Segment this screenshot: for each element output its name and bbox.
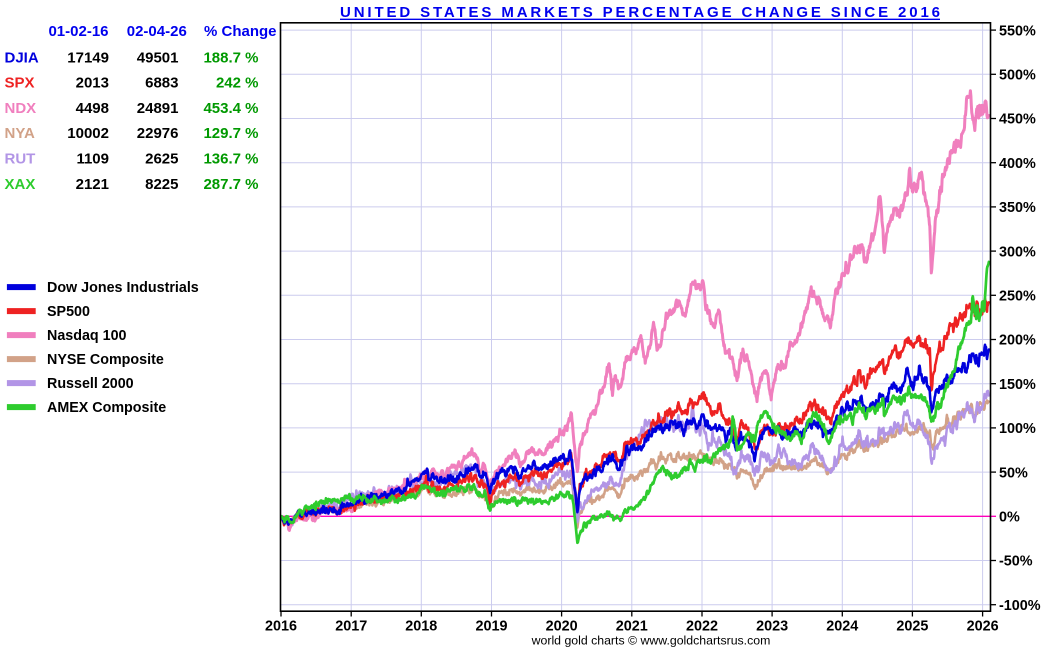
svg-text:2018: 2018 — [405, 619, 437, 635]
svg-text:10002: 10002 — [67, 125, 109, 142]
svg-text:22976: 22976 — [137, 125, 179, 142]
svg-text:200%: 200% — [999, 333, 1036, 349]
svg-text:NYSE Composite: NYSE Composite — [47, 352, 164, 368]
svg-text:2024: 2024 — [826, 619, 858, 635]
svg-text:Russell 2000: Russell 2000 — [47, 376, 134, 392]
svg-text:01-02-16: 01-02-16 — [48, 23, 108, 40]
svg-text:% Change: % Change — [204, 23, 277, 40]
svg-text:2023: 2023 — [756, 619, 788, 635]
svg-text:AMEX Composite: AMEX Composite — [47, 400, 166, 416]
svg-text:300%: 300% — [999, 244, 1036, 260]
svg-text:02-04-26: 02-04-26 — [127, 23, 187, 40]
svg-text:2625: 2625 — [145, 151, 178, 168]
svg-text:SP500: SP500 — [47, 304, 90, 320]
svg-text:550%: 550% — [999, 23, 1036, 39]
svg-text:NDX: NDX — [5, 100, 37, 117]
svg-text:453.4 %: 453.4 % — [203, 100, 258, 117]
svg-text:400%: 400% — [999, 156, 1036, 172]
svg-text:129.7 %: 129.7 % — [203, 125, 258, 142]
svg-text:1109: 1109 — [76, 151, 109, 168]
svg-text:2021: 2021 — [616, 619, 648, 635]
svg-text:242 %: 242 % — [216, 75, 259, 92]
svg-text:188.7 %: 188.7 % — [203, 49, 258, 66]
svg-text:17149: 17149 — [67, 49, 109, 66]
svg-text:350%: 350% — [999, 200, 1036, 216]
svg-text:50%: 50% — [999, 465, 1028, 481]
svg-text:2026: 2026 — [967, 619, 999, 635]
svg-text:RUT: RUT — [5, 151, 36, 168]
svg-text:2019: 2019 — [475, 619, 507, 635]
svg-text:500%: 500% — [999, 68, 1036, 84]
svg-text:SPX: SPX — [5, 75, 35, 92]
svg-text:100%: 100% — [999, 421, 1036, 437]
svg-text:DJIA: DJIA — [5, 49, 39, 66]
svg-text:XAX: XAX — [5, 176, 36, 193]
svg-text:8225: 8225 — [145, 176, 178, 193]
svg-text:0%: 0% — [999, 510, 1020, 526]
svg-text:Nasdaq 100: Nasdaq 100 — [47, 328, 127, 344]
svg-text:2025: 2025 — [896, 619, 928, 635]
svg-text:2020: 2020 — [546, 619, 578, 635]
svg-text:-50%: -50% — [999, 554, 1033, 570]
svg-text:24891: 24891 — [137, 100, 179, 117]
svg-text:150%: 150% — [999, 377, 1036, 393]
svg-text:2017: 2017 — [335, 619, 367, 635]
svg-text:Dow Jones Industrials: Dow Jones Industrials — [47, 280, 199, 296]
svg-text:4498: 4498 — [76, 100, 109, 117]
svg-text:world gold charts © www.goldch: world gold charts © www.goldchartsrus.co… — [531, 634, 771, 648]
svg-text:450%: 450% — [999, 112, 1036, 128]
svg-text:6883: 6883 — [145, 75, 178, 92]
svg-text:49501: 49501 — [137, 49, 179, 66]
svg-text:2121: 2121 — [76, 176, 109, 193]
svg-text:136.7 %: 136.7 % — [203, 151, 258, 168]
svg-text:250%: 250% — [999, 289, 1036, 305]
svg-text:287.7 %: 287.7 % — [203, 176, 258, 193]
svg-text:-100%: -100% — [999, 598, 1041, 614]
svg-text:NYA: NYA — [5, 125, 35, 142]
svg-text:2016: 2016 — [265, 619, 297, 635]
svg-text:2013: 2013 — [76, 75, 109, 92]
svg-text:2022: 2022 — [686, 619, 718, 635]
